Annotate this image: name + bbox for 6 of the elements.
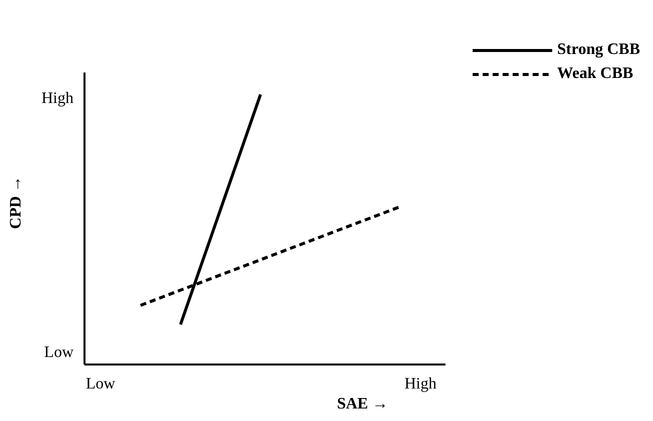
text: Low	[44, 344, 74, 362]
legend-label: Weak CBB	[557, 65, 634, 83]
y-axis-title: CPD →	[8, 176, 24, 229]
text: High	[42, 90, 74, 108]
x-axis-title: SAE →	[336, 396, 388, 412]
legend-label: Strong CBB	[557, 41, 640, 59]
